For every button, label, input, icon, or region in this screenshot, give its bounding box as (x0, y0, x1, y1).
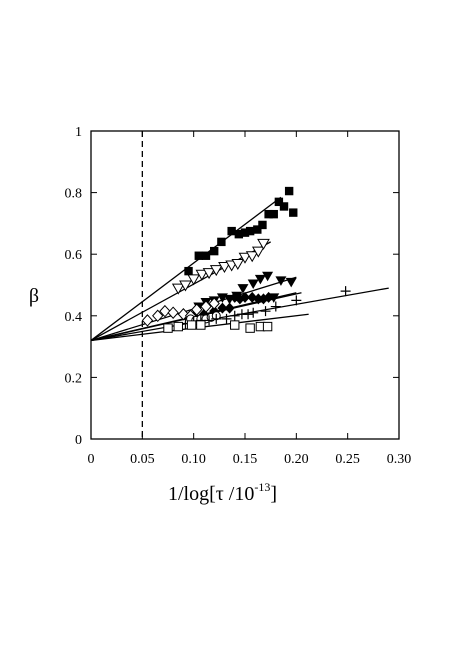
data-point-filled-square (269, 209, 278, 219)
data-point-filled-diamond (263, 291, 274, 303)
fit-line-open-down-triangle (90, 241, 271, 342)
data-point-filled-square (264, 209, 273, 219)
x-axis: 0 0.05 0.10 0.15 0.20 0.25 0.30 (88, 131, 412, 467)
data-point-open-square (186, 320, 197, 330)
data-point-filled-down-triangle (285, 277, 297, 288)
y-tick-label: 0.4 (65, 310, 83, 325)
data-point-filled-square (258, 220, 267, 230)
x-tick-label: 0 (88, 452, 95, 467)
data-point-filled-diamond (217, 302, 228, 314)
x-tick-label: 0.15 (233, 452, 258, 467)
data-point-filled-down-triangle (262, 271, 274, 282)
data-point-open-diamond (200, 300, 212, 313)
data-point-open-diamond (159, 304, 171, 318)
data-point-open-down-triangle (195, 269, 209, 281)
x-axis-label: 1/log[τ /10-13] (168, 480, 277, 505)
data-point-filled-square (245, 226, 255, 236)
data-point-filled-square (289, 208, 298, 217)
y-tick-label: 0.8 (65, 187, 83, 202)
data-point-open-diamond (152, 309, 164, 323)
data-point-open-square (196, 320, 206, 330)
data-point-filled-diamond (240, 291, 250, 303)
data-point-open-square (230, 320, 240, 330)
data-point-open-down-triangle (179, 280, 192, 292)
data-point-filled-diamond (247, 291, 258, 303)
y-tick-label: 0.6 (65, 248, 83, 263)
y-tick-label: 0.2 (65, 371, 83, 386)
x-tick-label: 0.25 (335, 452, 360, 467)
data-point-filled-square (184, 266, 193, 276)
data-point-plus (270, 301, 281, 312)
data-point-open-down-triangle (187, 274, 201, 286)
data-point-filled-down-triangle (237, 284, 249, 294)
data-point-open-diamond (208, 297, 220, 310)
data-markers (141, 186, 351, 333)
data-point-filled-square (201, 251, 211, 260)
data-point-plus (211, 313, 222, 324)
data-point-open-square (262, 321, 273, 332)
y-axis: 0 0.2 0.4 0.6 0.8 1 (65, 125, 399, 448)
data-point-plus (204, 315, 215, 326)
x-tick-label: 0.30 (387, 452, 412, 467)
data-point-filled-square (240, 228, 250, 237)
data-point-open-down-triangle (251, 246, 265, 258)
y-tick-label: 1 (75, 125, 82, 140)
data-point-open-down-triangle (231, 258, 245, 270)
data-point-open-square (245, 323, 255, 333)
data-point-filled-square (253, 225, 262, 234)
data-point-open-diamond (191, 303, 203, 316)
data-point-filled-square (227, 226, 236, 236)
y-axis-label: β (29, 285, 39, 307)
data-point-open-down-triangle (238, 252, 252, 264)
y-tick-label: 0 (75, 433, 82, 448)
x-axis-label-main: 1/log[τ /10 (168, 483, 254, 505)
x-tick-label: 0.10 (181, 452, 206, 467)
data-point-filled-down-triangle (247, 279, 259, 289)
data-point-plus (221, 313, 232, 324)
data-point-filled-square (234, 229, 244, 239)
data-point-filled-square (217, 237, 226, 247)
data-point-plus (260, 306, 271, 317)
data-point-plus (291, 295, 302, 306)
x-axis-label-exponent: -13 (254, 480, 270, 494)
data-point-open-down-triangle (209, 265, 223, 277)
data-point-open-down-triangle (245, 251, 259, 263)
data-point-open-diamond (141, 314, 154, 327)
data-point-plus (243, 309, 254, 320)
data-point-open-square (173, 321, 183, 332)
data-point-filled-square (284, 186, 294, 196)
data-point-filled-square (279, 202, 289, 211)
data-point-filled-square (210, 246, 219, 256)
data-point-open-diamond (167, 306, 179, 319)
data-point-open-square (163, 323, 173, 333)
data-point-filled-square (194, 251, 203, 260)
data-point-open-diamond (177, 308, 190, 321)
data-point-plus (229, 310, 240, 321)
data-point-filled-diamond (253, 293, 264, 305)
data-point-open-down-triangle (218, 262, 231, 274)
x-axis-label-close: ] (270, 483, 277, 505)
data-point-plus (248, 307, 259, 318)
data-point-filled-diamond (224, 302, 235, 314)
data-point-filled-down-triangle (275, 276, 287, 286)
data-point-filled-square (274, 197, 284, 207)
x-tick-label: 0.20 (284, 452, 309, 467)
data-point-open-down-triangle (202, 268, 216, 280)
fit-lines (90, 196, 389, 342)
data-point-open-down-triangle (171, 283, 185, 295)
data-point-open-down-triangle (257, 238, 270, 250)
x-tick-label: 0.05 (130, 452, 155, 467)
data-point-filled-down-triangle (254, 274, 266, 285)
data-point-plus (340, 286, 351, 297)
